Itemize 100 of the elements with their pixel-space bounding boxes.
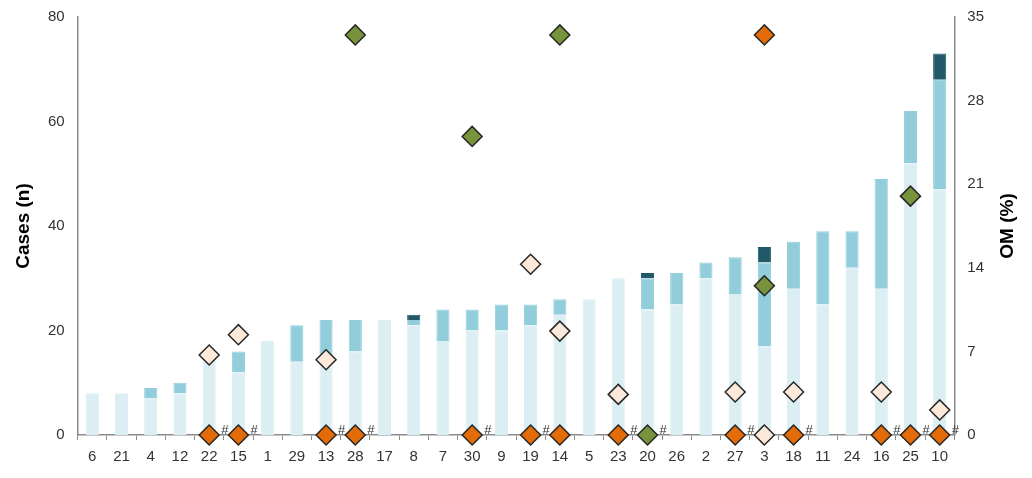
bar: [436, 340, 450, 435]
y2-tick-label: 28: [967, 90, 984, 108]
point: [753, 24, 776, 46]
x-tick-label: 15: [230, 447, 247, 465]
x-tick-label: 29: [288, 447, 306, 465]
y-tick-label: 20: [48, 320, 65, 338]
bar: [933, 79, 947, 190]
bar: [640, 278, 655, 310]
bar: [640, 273, 655, 279]
bar: [845, 231, 859, 268]
bar: [670, 304, 684, 435]
x-tick-label: 11: [815, 447, 831, 465]
y-tick-label: 60: [48, 111, 65, 129]
point: [344, 424, 367, 446]
y-axis-title: Cases (n): [12, 183, 34, 269]
y2-axis-title: OM (%): [996, 193, 1018, 259]
bar: [85, 393, 99, 435]
x-tick-label: 2: [701, 447, 711, 465]
x-tick-label: 30: [463, 447, 481, 465]
point: [549, 320, 571, 342]
x-tick-label: 7: [438, 447, 448, 465]
bar: [933, 53, 947, 80]
point: [724, 381, 746, 403]
point: [928, 399, 951, 421]
y-tick-label: 40: [48, 216, 65, 234]
x-tick-label: 17: [376, 447, 393, 465]
bar: [436, 309, 450, 341]
point: [870, 381, 893, 403]
x-tick-label: 10: [931, 447, 949, 465]
x-tick-label: 24: [843, 447, 861, 465]
y2-tick-label: 14: [967, 257, 984, 275]
x-tick-label: 1: [263, 447, 272, 465]
bar: [465, 309, 479, 331]
point: [227, 323, 250, 346]
point: [607, 383, 630, 406]
x-tick-label: 26: [668, 447, 686, 465]
bar: [816, 231, 830, 305]
point: [519, 253, 542, 275]
x-tick-label: 8: [409, 447, 418, 465]
x-tick-label: 4: [146, 447, 155, 465]
bar: [114, 393, 129, 435]
x-tick-label: 6: [88, 447, 97, 465]
annotation: #: [747, 422, 756, 438]
x-tick-label: 28: [346, 447, 364, 465]
annotation: #: [805, 422, 814, 438]
bar: [728, 257, 742, 294]
y-tick-label: 0: [56, 425, 65, 443]
annotation: #: [367, 422, 376, 438]
x-tick-label: 14: [551, 447, 569, 465]
point: [549, 424, 571, 446]
point: [461, 424, 483, 446]
x-tick-label: 3: [760, 447, 769, 465]
point: [782, 381, 805, 403]
point: [227, 424, 250, 446]
point: [724, 424, 746, 446]
bar: [874, 178, 888, 289]
bar: [787, 241, 801, 289]
point: [753, 424, 776, 446]
y2-tick-label: 21: [967, 174, 984, 192]
x-tick-label: 12: [171, 447, 189, 465]
annotation: #: [630, 422, 639, 438]
x-tick-label: 19: [522, 447, 539, 465]
x-tick-label: 13: [317, 447, 335, 465]
y2-tick-label: 7: [967, 341, 976, 359]
point: [198, 424, 220, 446]
annotation: #: [893, 422, 902, 438]
y2-tick-label: 35: [967, 7, 984, 25]
point: [198, 344, 220, 366]
bar: [670, 273, 684, 305]
bar: [173, 393, 187, 435]
x-tick-label: 20: [639, 447, 656, 465]
annotation: #: [542, 422, 551, 438]
x-tick-label: 23: [609, 447, 627, 465]
bar: [407, 314, 421, 321]
y-tick-label: 80: [48, 7, 65, 25]
annotation: #: [922, 422, 931, 438]
annotation: #: [338, 422, 347, 438]
point: [315, 424, 337, 446]
annotation: #: [659, 422, 668, 438]
point: [344, 24, 367, 46]
point: [461, 125, 483, 148]
bar: [524, 304, 538, 326]
annotation: #: [951, 422, 960, 438]
point: [636, 424, 659, 446]
bar: [290, 325, 304, 362]
bar: [144, 398, 158, 435]
bar: [348, 320, 362, 352]
x-tick-label: 21: [113, 447, 130, 465]
point: [549, 24, 571, 46]
bar: [407, 325, 421, 435]
bar: [845, 267, 859, 435]
point: [899, 185, 922, 207]
point: [870, 424, 893, 446]
point: [607, 424, 630, 446]
bar: [903, 111, 918, 164]
point: [315, 349, 337, 371]
point: [928, 424, 951, 446]
annotation: #: [221, 422, 230, 438]
bar: [377, 320, 392, 435]
bar: [261, 340, 275, 435]
